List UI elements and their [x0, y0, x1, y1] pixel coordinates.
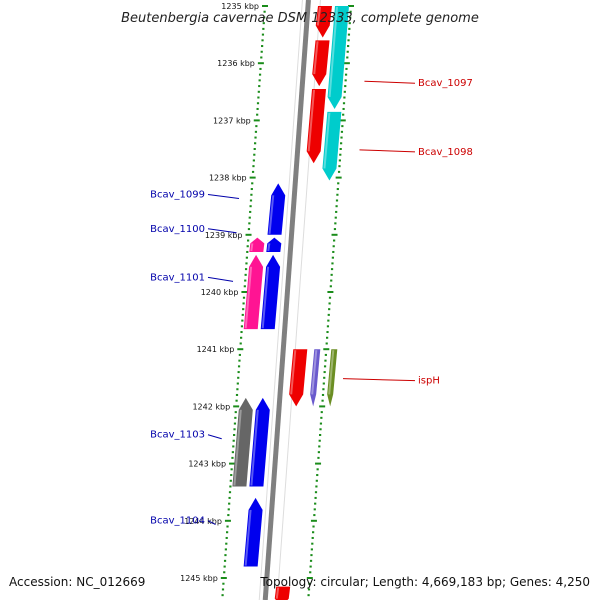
gene-highlight: [250, 243, 254, 252]
tick-marks: 1235 kbp 1236 kbp 1237 kbp 1238 kbp 1239 kbp…: [180, 2, 354, 597]
label-leader: [343, 378, 416, 382]
gene-highlight: [244, 509, 252, 566]
gene-arrow: [243, 254, 264, 330]
tick-label: 1243 kbp: [188, 460, 226, 469]
tick-label: 1236 kbp: [217, 59, 255, 68]
gene-label: Bcav_1103: [150, 430, 205, 441]
gene-highlight: [323, 112, 331, 169]
label-leader: [207, 228, 237, 234]
gene-arrow: [267, 183, 286, 235]
gene-labels: Bcav_1097 Bcav_1098 Bcav_1099 Bcav_1100 Bcav…: [150, 78, 473, 526]
tick-label: 1235 kbp: [221, 2, 259, 11]
label-leader: [207, 193, 240, 199]
tick-label: 1244 kbp: [184, 517, 222, 526]
label-leader: [207, 276, 234, 282]
topology-text: Topology: circular; Length: 4,669,183 bp…: [259, 575, 590, 589]
gene-highlight: [261, 266, 270, 329]
gene-arrow: [306, 88, 327, 164]
gene-arrow: [260, 254, 281, 330]
gene-arrow: [232, 397, 253, 487]
gene-label: Bcav_1101: [150, 272, 205, 283]
gene-label: Bcav_1100: [150, 224, 205, 235]
genome-title: Beutenbergia cavernae DSM 12333, complet…: [121, 11, 479, 26]
gene-highlight: [328, 350, 335, 395]
gene-highlight: [313, 41, 319, 75]
tick-label: 1239 kbp: [205, 231, 243, 240]
label-leader: [207, 434, 222, 440]
tick-label: 1241 kbp: [197, 345, 235, 354]
gene-label: ispH: [418, 376, 440, 387]
gene-label: Bcav_1104: [150, 516, 205, 527]
gene-highlight: [244, 266, 253, 329]
gene-arrow: [266, 237, 282, 252]
gene-arrow: [322, 111, 342, 181]
gene-arrow: [274, 586, 291, 600]
gene-arrow: [289, 349, 308, 407]
gene-highlight: [275, 587, 280, 599]
gene-highlight: [328, 6, 338, 98]
gene-label: Bcav_1098: [418, 147, 473, 158]
gene-highlight: [268, 195, 275, 234]
gene-arrow: [327, 349, 338, 407]
gene-features: [232, 6, 349, 600]
gene-highlight: [290, 350, 297, 395]
tick-label: 1238 kbp: [209, 174, 247, 183]
gene-label: Bcav_1099: [150, 189, 205, 200]
tick-label: 1237 kbp: [213, 116, 251, 125]
gene-arrow: [315, 6, 332, 38]
gene-highlight: [307, 89, 316, 152]
gene-highlight: [316, 6, 321, 26]
gene-highlight: [267, 243, 271, 252]
gene-arrow: [310, 349, 321, 407]
lane-guide: [258, 0, 303, 600]
gene-label: Bcav_1097: [418, 78, 473, 89]
gene-highlight: [250, 409, 259, 486]
gene-highlight: [311, 350, 318, 395]
gene-arrow: [312, 40, 330, 87]
gene-arrow: [249, 397, 270, 487]
gene-arrow: [249, 237, 265, 252]
label-leader: [364, 80, 416, 84]
label-leader: [207, 520, 216, 525]
gene-highlight: [233, 409, 242, 486]
genome-backbone: [262, 0, 311, 600]
label-leader: [359, 149, 416, 153]
tick-label: 1240 kbp: [201, 288, 239, 297]
gene-arrow: [243, 497, 263, 567]
tick-label: 1242 kbp: [192, 402, 230, 411]
tick-label: 1245 kbp: [180, 574, 218, 583]
gene-arrow: [327, 6, 349, 109]
accession-text: Accession: NC_012669: [9, 575, 145, 589]
